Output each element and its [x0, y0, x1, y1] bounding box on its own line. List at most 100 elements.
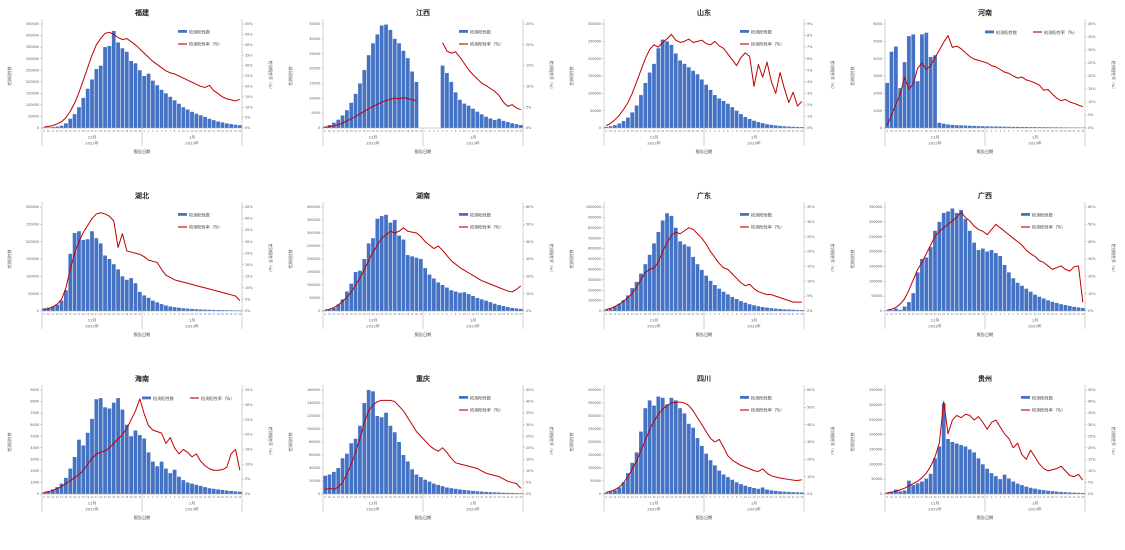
svg-text:20: 20 [371, 497, 374, 500]
svg-text:17: 17 [640, 497, 643, 500]
svg-text:4: 4 [437, 497, 439, 500]
svg-text:8: 8 [736, 313, 738, 316]
chart-guangxi: 0 50000 100000 150000 200000 250000 300000 3500… [844, 183, 1125, 366]
svg-text:4: 4 [156, 130, 158, 133]
x-axis-title: 报告日期 [977, 331, 994, 338]
svg-text:3: 3 [433, 497, 435, 500]
svg-text:28: 28 [406, 130, 409, 133]
x-axis: 9 10 11 12 13 14 15 16 17 18 19 20 21 22 23 24 25 26 27 28 2… [322, 127, 524, 155]
chart-henan: 0 1000 2000 3000 4000 5000 6000 0% 5% 10% 15% 20% 25… [844, 0, 1125, 183]
svg-text:14: 14 [908, 497, 911, 500]
svg-text:28: 28 [969, 130, 972, 133]
chart-title: 海南 [135, 374, 149, 383]
legend-bar-swatch [1021, 396, 1031, 400]
x-axis: 9 10 11 12 13 14 15 16 17 18 19 20 21 22 23 24 25 26 27 28 2… [41, 310, 242, 338]
x-axis-title: 报告日期 [696, 514, 713, 521]
svg-text:6: 6 [727, 130, 729, 133]
svg-text:200000: 200000 [307, 257, 320, 261]
svg-text:11: 11 [186, 497, 189, 500]
svg-text:24: 24 [389, 497, 392, 500]
svg-text:31: 31 [138, 130, 141, 133]
svg-text:11: 11 [1030, 313, 1033, 316]
svg-text:16: 16 [489, 313, 492, 316]
svg-text:35%: 35% [807, 205, 815, 209]
left-axis-title: 检测阳性数 [288, 433, 293, 452]
svg-text:5%: 5% [1088, 481, 1094, 485]
svg-text:31: 31 [982, 130, 985, 133]
svg-text:25: 25 [112, 497, 115, 500]
svg-text:29: 29 [129, 313, 132, 316]
positive-count-bars [41, 231, 242, 311]
svg-text:120000: 120000 [307, 414, 320, 418]
svg-text:45%: 45% [526, 388, 534, 392]
svg-text:23: 23 [103, 497, 106, 500]
legend-bar-label: 检测阳性数 [189, 211, 211, 218]
svg-text:25%: 25% [1088, 61, 1096, 65]
year-label-2023: 2023年 [1029, 323, 1043, 328]
legend-line-label: 检测阳性率（%） [201, 395, 234, 402]
legend-line-label: 检测阳性率（%） [470, 407, 503, 414]
svg-text:18: 18 [925, 497, 928, 500]
svg-text:3: 3 [714, 497, 716, 500]
svg-text:0: 0 [880, 309, 882, 313]
svg-text:20: 20 [934, 313, 937, 316]
positive-count-bars [604, 39, 804, 128]
svg-text:13: 13 [341, 130, 344, 133]
svg-text:24: 24 [108, 130, 111, 133]
legend-line-label: 检测阳性率（%） [189, 223, 222, 230]
chart-title: 重庆 [416, 374, 430, 383]
svg-text:27: 27 [964, 497, 967, 500]
svg-text:0%: 0% [1088, 492, 1094, 496]
svg-text:9000: 9000 [30, 388, 39, 392]
svg-text:13: 13 [757, 130, 760, 133]
svg-text:5%: 5% [1088, 113, 1094, 117]
svg-text:40%: 40% [807, 423, 815, 427]
svg-text:13: 13 [757, 313, 760, 316]
positivity-rate-line [43, 212, 240, 311]
svg-text:11: 11 [748, 130, 751, 133]
svg-text:21: 21 [511, 497, 514, 500]
svg-text:1: 1 [706, 130, 708, 133]
svg-text:300000: 300000 [869, 220, 882, 224]
positivity-rate-line [324, 227, 522, 311]
svg-text:5000: 5000 [311, 111, 320, 115]
svg-text:19: 19 [1064, 497, 1067, 500]
svg-text:31: 31 [700, 313, 703, 316]
svg-text:10%: 10% [526, 469, 534, 473]
svg-text:2: 2 [429, 130, 431, 133]
svg-text:10: 10 [744, 313, 747, 316]
legend: 检测阳性数检测阳性率（%） [141, 395, 234, 402]
svg-text:100000: 100000 [588, 91, 601, 95]
svg-text:35000: 35000 [309, 22, 320, 26]
svg-text:23: 23 [947, 130, 950, 133]
svg-text:17: 17 [493, 313, 496, 316]
svg-text:20%: 20% [526, 43, 534, 47]
svg-text:450000: 450000 [26, 22, 39, 26]
svg-text:22: 22 [515, 313, 518, 316]
month-label-jan: 1月 [1032, 501, 1038, 506]
svg-text:18: 18 [644, 497, 647, 500]
svg-text:8: 8 [736, 130, 738, 133]
svg-text:21: 21 [229, 313, 232, 316]
svg-text:16: 16 [354, 313, 357, 316]
svg-text:5%: 5% [245, 298, 251, 302]
svg-text:19: 19 [783, 313, 786, 316]
svg-text:26: 26 [960, 130, 963, 133]
svg-text:30: 30 [977, 130, 980, 133]
svg-text:10: 10 [463, 130, 466, 133]
svg-text:250000: 250000 [588, 39, 601, 43]
svg-text:24: 24 [389, 130, 392, 133]
svg-text:12: 12 [337, 130, 340, 133]
svg-text:12: 12 [471, 313, 474, 316]
svg-text:17: 17 [77, 313, 80, 316]
svg-text:30%: 30% [807, 440, 815, 444]
year-label-2023: 2023年 [747, 140, 761, 145]
svg-text:4: 4 [1000, 497, 1002, 500]
svg-text:15: 15 [203, 313, 206, 316]
svg-text:12: 12 [471, 497, 474, 500]
svg-text:0%: 0% [526, 126, 532, 130]
svg-text:0: 0 [36, 126, 38, 130]
svg-text:28: 28 [406, 497, 409, 500]
svg-text:15%: 15% [1088, 458, 1096, 462]
